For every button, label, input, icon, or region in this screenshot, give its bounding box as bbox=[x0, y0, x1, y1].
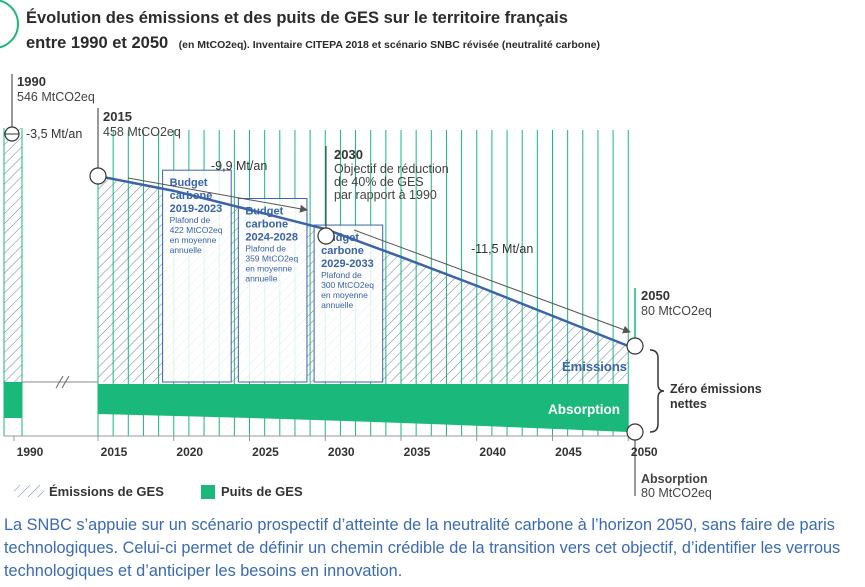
emissions-area-1990 bbox=[4, 128, 22, 382]
chart-subtitle: entre 1990 et 2050 (en MtCO2eq). Inventa… bbox=[26, 34, 600, 52]
x-axis-ticks: 1990 2015 2020 2025 2030 2035 2040 2045 2050 bbox=[13, 436, 658, 459]
y2030-marker bbox=[317, 227, 335, 245]
axis-break-mark-1 bbox=[55, 375, 64, 389]
budget-title-line: 2024-2028 bbox=[245, 232, 298, 244]
absorption-footer-2: 80 MtCO2eq bbox=[641, 486, 712, 500]
y2030-rate: -11,5 Mt/an bbox=[471, 242, 533, 256]
chart-subtitle-main: entre 1990 et 2050 bbox=[26, 34, 168, 52]
x-tick-label: 1990 bbox=[17, 445, 44, 459]
budget-title-line: Budget bbox=[245, 206, 283, 218]
budget-detail-line: 359 MtCO2eq bbox=[245, 254, 298, 264]
budget-title-line: 2019-2023 bbox=[170, 203, 223, 215]
y2030-line-2: de 40% de GES bbox=[334, 175, 424, 189]
rate-arrow-2015 bbox=[127, 177, 308, 213]
budget-detail-line: en moyenne bbox=[245, 264, 292, 274]
chart-subtitle-unit: (en MtCO2eq). Inventaire CITEPA 2018 et … bbox=[179, 39, 600, 51]
y2050-marker bbox=[626, 337, 644, 355]
budget-detail-line: en moyenne bbox=[321, 290, 368, 300]
y2030-line-3: par rapport à 1990 bbox=[334, 188, 437, 202]
emissions-line bbox=[97, 174, 629, 348]
legend-sinks-label: Puits de GES bbox=[221, 484, 303, 499]
y1990-rate: -3,5 Mt/an bbox=[26, 127, 82, 141]
budget-detail-line: annuelle bbox=[321, 300, 353, 310]
legend-emissions-swatch bbox=[14, 485, 44, 497]
absorption-end-marker bbox=[626, 423, 644, 441]
budget-box bbox=[237, 198, 308, 383]
x-tick-label: 2035 bbox=[404, 445, 431, 459]
summary-text: La SNBC s’appuie sur un scénario prospec… bbox=[4, 516, 841, 580]
rate-arrow-2030 bbox=[353, 229, 631, 334]
budget-detail-line: annuelle bbox=[245, 274, 277, 284]
zero-net-bracket bbox=[649, 349, 665, 433]
budget-box bbox=[313, 224, 384, 383]
budget-title-line: carbone bbox=[321, 245, 364, 257]
chart-title: Évolution des émissions et des puits de … bbox=[26, 8, 568, 27]
y2050-year: 2050 bbox=[641, 288, 670, 303]
x-tick-label: 2040 bbox=[479, 445, 506, 459]
budget-title-line: 2029-2033 bbox=[321, 258, 374, 270]
budget-detail-line: 422 MtCO2eq bbox=[170, 225, 223, 235]
y2015-year: 2015 bbox=[103, 109, 132, 124]
y1990-year: 1990 bbox=[17, 74, 46, 89]
absorption-area-1990 bbox=[4, 382, 22, 418]
budget-detail-line: annuelle bbox=[170, 245, 202, 255]
x-tick-label: 2025 bbox=[252, 445, 279, 459]
budget-detail-line: Plafond de bbox=[245, 244, 286, 254]
badge-icon bbox=[0, 0, 19, 49]
budget-detail-line: en moyenne bbox=[170, 235, 217, 245]
y2030-line-1: Objectif de réduction bbox=[334, 162, 449, 176]
budget-box bbox=[162, 169, 232, 383]
budget-detail-line: Plafond de bbox=[170, 215, 211, 225]
y2015-rate: -9,9 Mt/an bbox=[211, 159, 267, 173]
x-tick-label: 2050 bbox=[631, 445, 658, 459]
y1990-value: 546 MtCO2eq bbox=[17, 90, 95, 104]
absorption-label: Absorption bbox=[548, 402, 620, 417]
budget-title-line: carbone bbox=[245, 219, 288, 231]
budget-title-line: Budget bbox=[170, 177, 208, 189]
x-tick-label: 2015 bbox=[101, 445, 128, 459]
legend-emissions-label: Émissions de GES bbox=[49, 484, 164, 499]
x-tick-label: 2030 bbox=[328, 445, 355, 459]
y2050-value: 80 MtCO2eq bbox=[641, 304, 712, 318]
y2015-marker bbox=[89, 167, 107, 185]
y2015-value: 458 MtCO2eq bbox=[103, 125, 181, 139]
emissions-label: Émissions bbox=[562, 359, 627, 374]
legend-sinks-swatch bbox=[201, 485, 215, 499]
zero-net-label-2: nettes bbox=[670, 397, 707, 411]
budget-detail-line: Plafond de bbox=[321, 270, 362, 280]
zero-net-label-1: Zéro émissions bbox=[670, 382, 762, 396]
axis-break-mark-2 bbox=[61, 375, 70, 389]
absorption-footer-1: Absorption bbox=[641, 472, 708, 486]
x-tick-label: 2045 bbox=[555, 445, 582, 459]
x-tick-label: 2020 bbox=[176, 445, 203, 459]
budget-detail-line: 300 MtCO2eq bbox=[321, 280, 374, 290]
y2030-year: 2030 bbox=[334, 147, 363, 162]
absorption-area bbox=[98, 384, 629, 432]
